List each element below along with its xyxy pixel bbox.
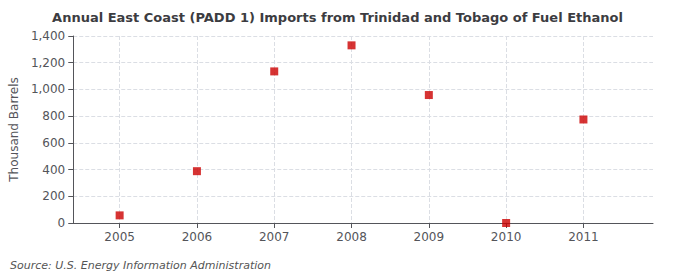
svg-text:2011: 2011	[568, 230, 599, 244]
svg-text:1,400: 1,400	[31, 29, 65, 43]
svg-text:1,200: 1,200	[31, 56, 65, 70]
svg-text:2010: 2010	[491, 230, 522, 244]
svg-text:Annual East Coast (PADD 1) Imp: Annual East Coast (PADD 1) Imports from …	[52, 10, 623, 25]
svg-text:Thousand Barrels: Thousand Barrels	[7, 77, 21, 182]
svg-text:0: 0	[58, 216, 66, 230]
svg-text:2007: 2007	[259, 230, 290, 244]
svg-text:400: 400	[42, 163, 65, 177]
svg-text:2008: 2008	[336, 230, 367, 244]
svg-text:200: 200	[42, 189, 65, 203]
svg-text:800: 800	[42, 109, 65, 123]
svg-text:600: 600	[42, 136, 65, 150]
svg-text:Source: U.S. Energy Informatio: Source: U.S. Energy Information Administ…	[10, 259, 271, 272]
svg-text:2005: 2005	[104, 230, 135, 244]
svg-text:2006: 2006	[182, 230, 213, 244]
svg-text:2009: 2009	[414, 230, 445, 244]
svg-text:1,000: 1,000	[31, 82, 65, 96]
